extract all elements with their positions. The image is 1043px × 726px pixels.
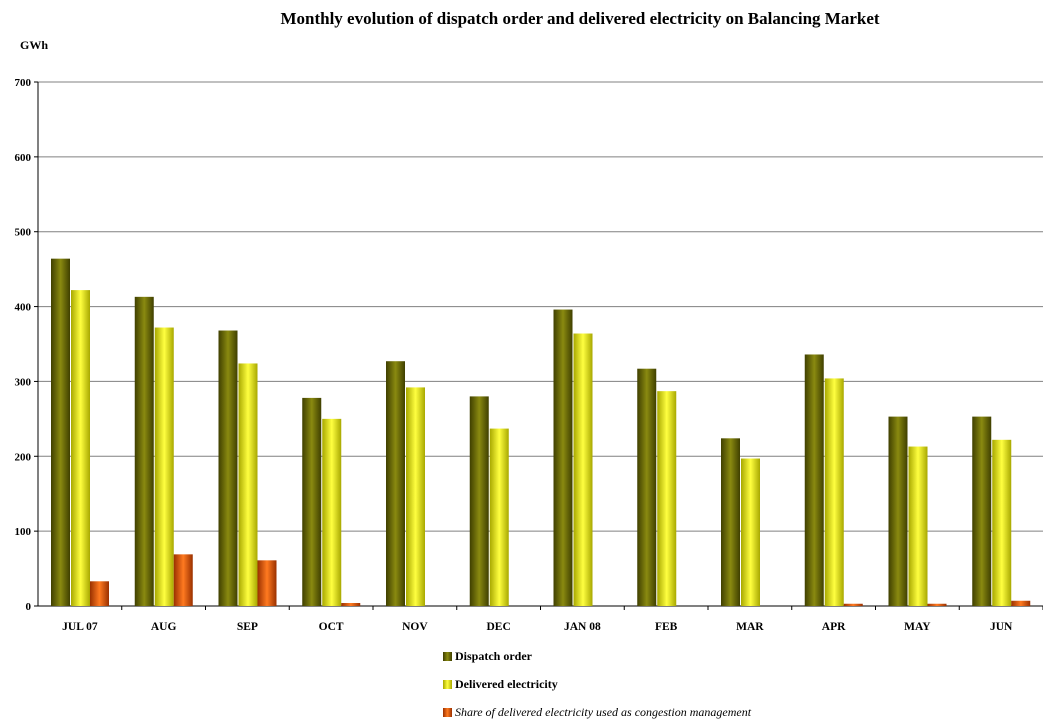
bar-congestion-share [173,554,193,606]
x-tick-label: JUL 07 [62,621,98,633]
x-tick-label: JAN 08 [564,621,601,633]
y-tick-label: 700 [15,77,32,89]
bar-delivered-electricity [154,327,174,606]
legend-label-dispatch-order: Dispatch order [455,648,532,663]
y-tick-label: 600 [15,152,32,164]
bar-delivered-electricity [573,333,593,606]
bar-dispatch-order [637,368,657,606]
bar-dispatch-order [134,296,154,606]
x-tick-label: MAY [904,621,931,633]
legend-item-dispatch-order: Dispatch order [443,642,751,670]
y-tick-label: 500 [15,227,32,239]
bar-delivered-electricity [824,378,844,606]
legend-item-congestion-share: Share of delivered electricity used as c… [443,698,751,726]
x-tick-label: APR [822,621,846,633]
bar-congestion-share [843,603,863,606]
x-tick-label: OCT [319,621,344,633]
bar-delivered-electricity [238,363,258,606]
legend-label-delivered-electricity: Delivered electricity [455,676,558,691]
bar-delivered-electricity [489,428,509,606]
x-tick-label: FEB [655,621,678,633]
x-tick-label: NOV [402,621,428,633]
bar-dispatch-order [51,258,70,606]
legend-item-delivered-electricity: Delivered electricity [443,670,751,698]
bar-delivered-electricity [71,290,90,606]
bar-dispatch-order [386,361,405,606]
legend-swatch-dispatch-order [443,651,452,661]
bar-dispatch-order [972,416,992,606]
bar-delivered-electricity [908,446,928,606]
y-tick-label: 300 [15,376,32,388]
chart-title: Monthly evolution of dispatch order and … [280,9,880,28]
x-tick-label: SEP [237,621,258,633]
bar-dispatch-order [553,309,573,606]
bar-dispatch-order [302,397,322,606]
bar-dispatch-order [888,416,908,606]
y-tick-label: 200 [15,451,32,463]
legend-swatch-delivered-electricity [443,679,452,689]
legend-swatch-congestion-share [443,707,452,717]
bar-delivered-electricity [992,439,1012,606]
bar-congestion-share [341,603,361,606]
bar-delivered-electricity [657,391,677,606]
y-axis-label: GWh [20,38,49,52]
legend: Dispatch order Delivered electricity Sha… [443,642,751,726]
bar-delivered-electricity [406,387,425,606]
bar-congestion-share [927,603,947,606]
y-tick-label: 400 [15,302,32,314]
bar-delivered-electricity [741,458,760,606]
bar-delivered-electricity [322,418,342,606]
x-tick-label: AUG [151,621,177,633]
y-tick-label: 0 [26,601,32,613]
bar-congestion-share [1011,600,1031,606]
x-tick-label: DEC [486,621,510,633]
bar-congestion-share [90,581,109,606]
x-tick-label: JUN [990,621,1013,633]
y-tick-label: 100 [15,526,32,538]
legend-label-congestion-share: Share of delivered electricity used as c… [455,704,752,719]
bar-dispatch-order [469,396,489,606]
bar-congestion-share [257,560,277,606]
x-tick-label: MAR [736,621,764,633]
bar-dispatch-order [721,438,740,606]
bar-dispatch-order [804,354,824,606]
bar-dispatch-order [218,330,238,606]
